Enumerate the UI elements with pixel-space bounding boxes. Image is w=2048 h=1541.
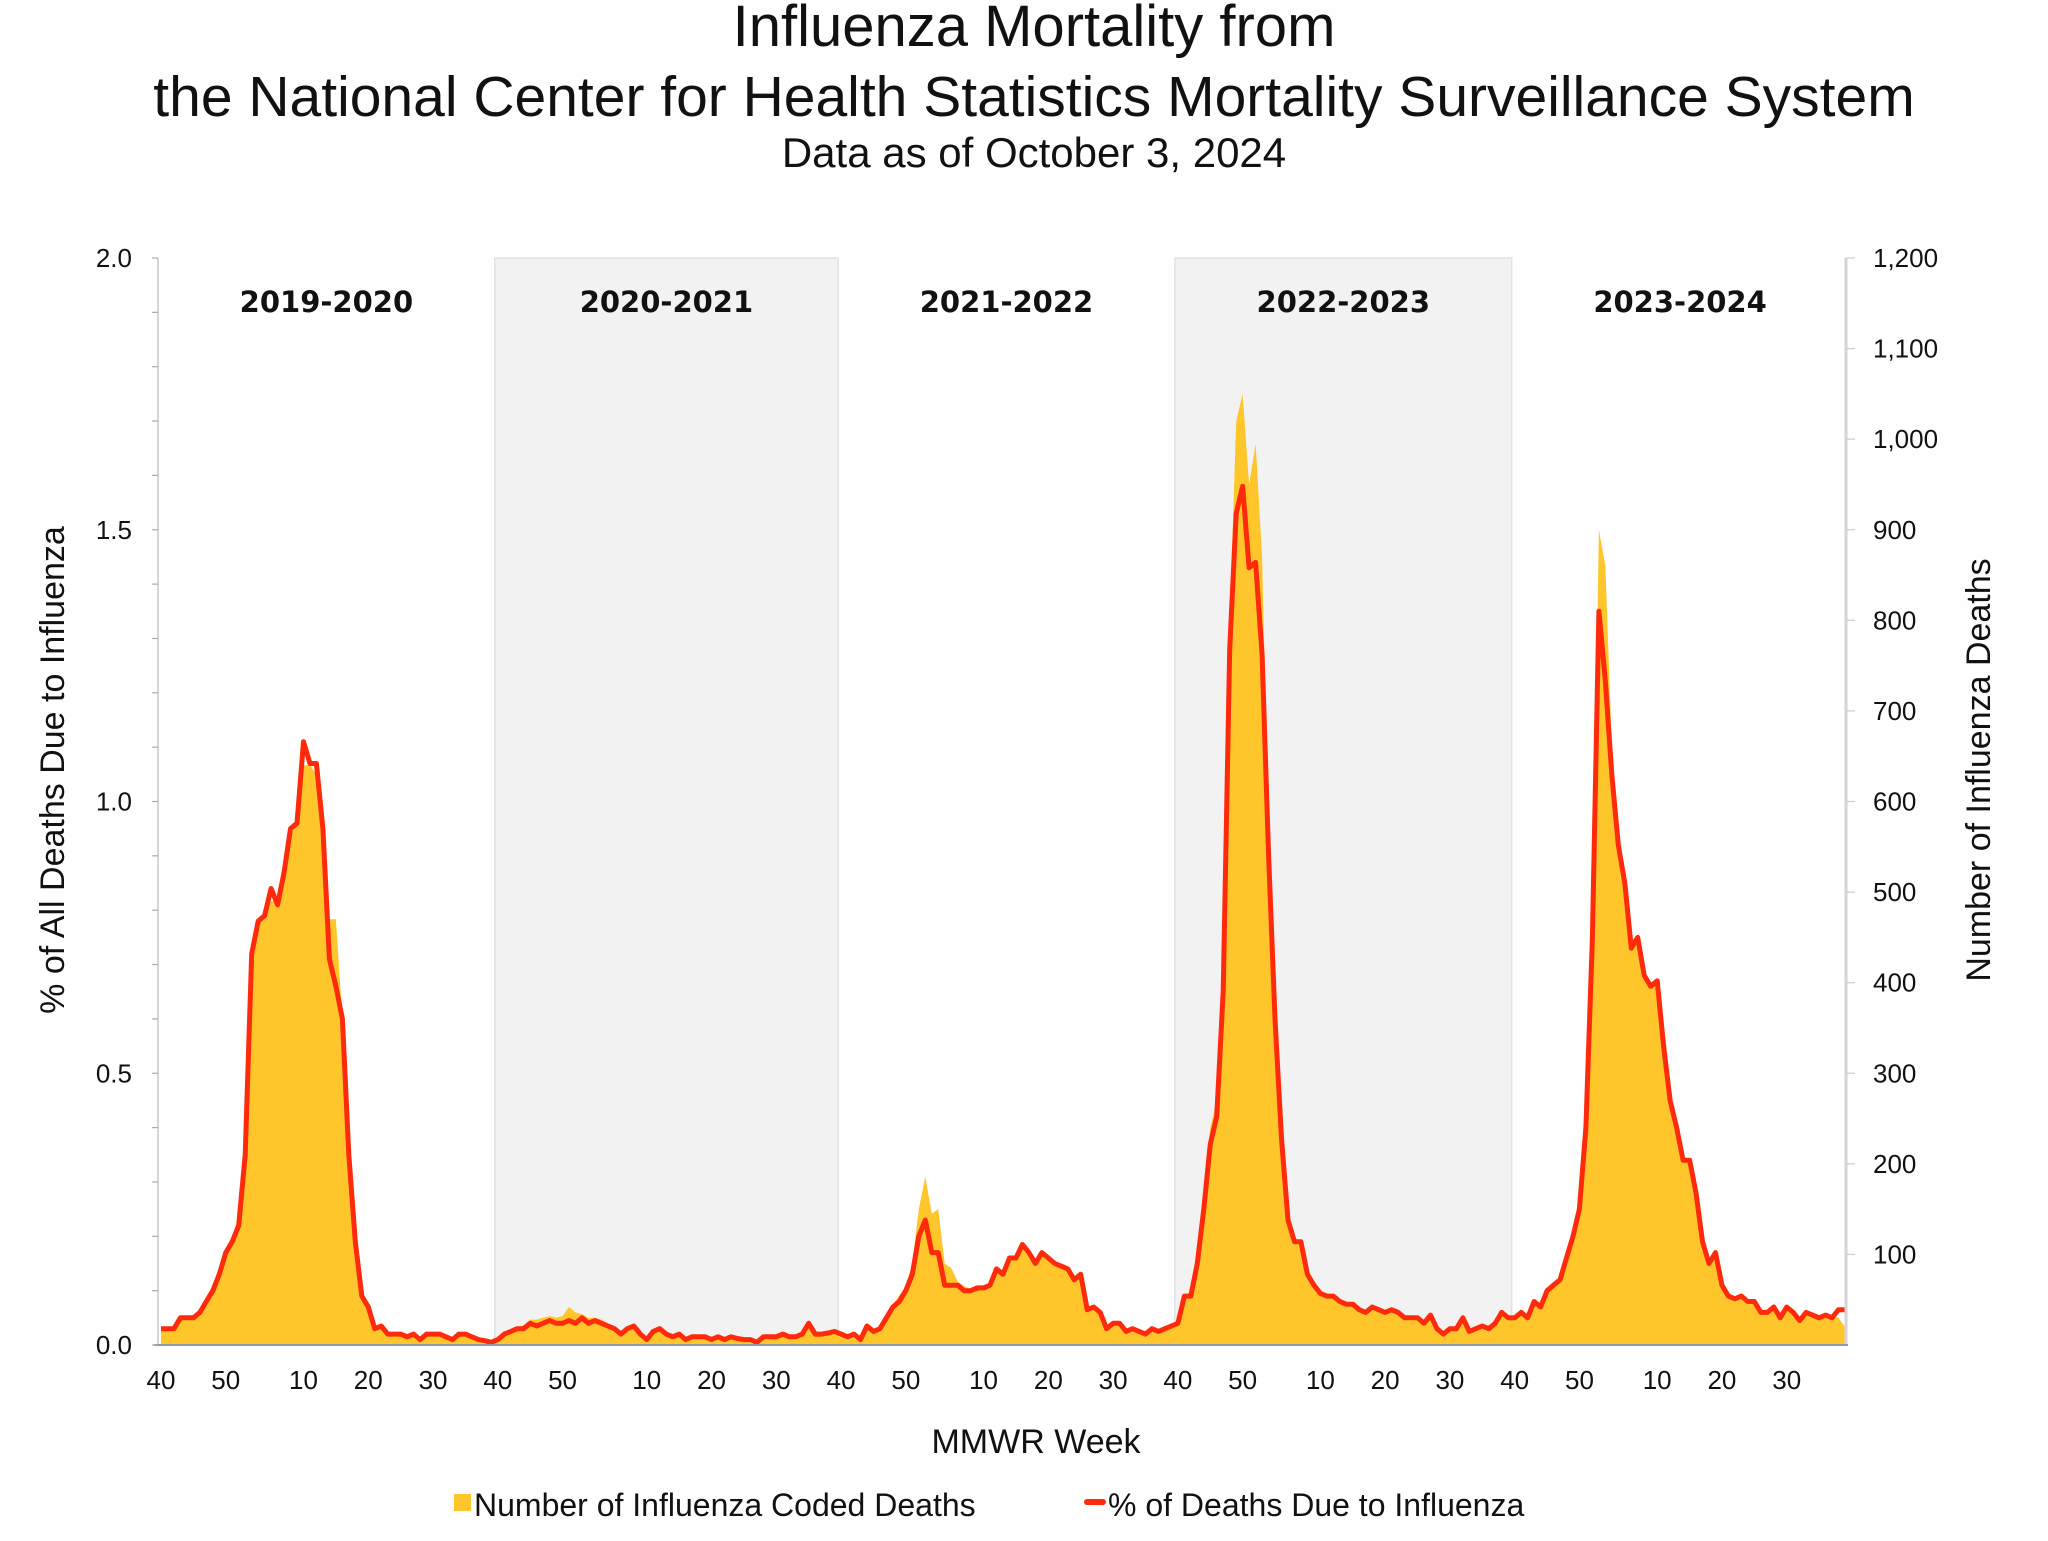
right-tick-label: 700 [1873, 696, 1916, 726]
x-tick-label: 20 [354, 1365, 383, 1395]
season-label: 2022-2023 [1257, 285, 1430, 319]
legend-pct-label: % of Deaths Due to Influenza [1108, 1487, 1524, 1523]
x-tick-label: 30 [1435, 1365, 1464, 1395]
right-tick-label: 100 [1873, 1239, 1916, 1269]
x-tick-label: 50 [1228, 1365, 1257, 1395]
right-axis-ticks: 100 200 300 400 500 600 700 800 900 1,000 1,100 1,2… [1846, 243, 1938, 1269]
season-label: 2019-2020 [240, 285, 413, 319]
right-tick-label: 800 [1873, 605, 1916, 635]
x-tick-label: 10 [1643, 1365, 1672, 1395]
x-tick-label: 50 [548, 1365, 577, 1395]
x-tick-label: 30 [762, 1365, 791, 1395]
x-tick-label: 10 [289, 1365, 318, 1395]
right-tick-label: 300 [1873, 1058, 1916, 1088]
right-tick-label: 900 [1873, 515, 1916, 545]
x-tick-label: 20 [1371, 1365, 1400, 1395]
right-tick-label: 400 [1873, 968, 1916, 998]
legend-line-swatch [1084, 1499, 1106, 1505]
x-tick-label: 50 [891, 1365, 920, 1395]
left-tick-label: 1.5 [96, 515, 132, 545]
x-tick-label: 30 [1772, 1365, 1801, 1395]
x-tick-label: 40 [1163, 1365, 1192, 1395]
x-tick-label: 40 [1500, 1365, 1529, 1395]
x-tick-label: 10 [632, 1365, 661, 1395]
season-bands [495, 258, 1512, 1345]
x-tick-label: 40 [827, 1365, 856, 1395]
x-axis-title: MMWR Week [931, 1423, 1141, 1461]
season-labels: 2019-2020 2020-2021 2021-2022 2022-2023 2023… [240, 285, 1767, 319]
right-tick-label: 500 [1873, 877, 1916, 907]
right-tick-label: 200 [1873, 1149, 1916, 1179]
right-tick-label: 600 [1873, 787, 1916, 817]
season-label: 2020-2021 [580, 285, 753, 319]
right-axis-title: Number of Influenza Deaths [1960, 558, 1998, 981]
left-tick-label: 2.0 [96, 243, 132, 273]
season-band-shade [495, 258, 838, 1345]
x-tick-label: 50 [211, 1365, 240, 1395]
x-tick-label: 10 [1306, 1365, 1335, 1395]
x-tick-label: 20 [1034, 1365, 1063, 1395]
x-tick-label: 10 [969, 1365, 998, 1395]
chart-subtitle: Data as of October 3, 2024 [782, 129, 1286, 176]
right-tick-label: 1,000 [1873, 424, 1938, 454]
legend-area-swatch [454, 1494, 471, 1511]
season-label: 2021-2022 [920, 285, 1093, 319]
left-tick-label: 0.0 [96, 1330, 132, 1360]
left-tick-label: 1.0 [96, 787, 132, 817]
left-axis-title: % of All Deaths Due to Influenza [34, 526, 72, 1014]
season-label: 2023-2024 [1593, 285, 1766, 319]
x-tick-label: 30 [419, 1365, 448, 1395]
legend: Number of Influenza Coded Deaths % of De… [454, 1487, 1524, 1523]
x-axis-ticks: 40 50 10 20 30 40 50 10 20 30 40 50 10 20 30 40 50 10 20 30… [147, 1365, 1802, 1395]
chart-title-line1: Influenza Mortality from [733, 0, 1336, 59]
x-tick-label: 20 [1707, 1365, 1736, 1395]
x-tick-label: 50 [1565, 1365, 1594, 1395]
right-tick-label: 1,200 [1873, 243, 1938, 273]
x-tick-label: 20 [697, 1365, 726, 1395]
x-tick-label: 40 [483, 1365, 512, 1395]
legend-deaths-label: Number of Influenza Coded Deaths [474, 1487, 976, 1523]
x-tick-label: 30 [1099, 1365, 1128, 1395]
chart-title-line2: the National Center for Health Statistic… [153, 65, 1914, 129]
right-tick-label: 1,100 [1873, 334, 1938, 364]
x-tick-label: 40 [147, 1365, 176, 1395]
left-axis-ticks: 0.0 0.5 1.0 1.5 2.0 [96, 243, 158, 1360]
left-tick-label: 0.5 [96, 1058, 132, 1088]
